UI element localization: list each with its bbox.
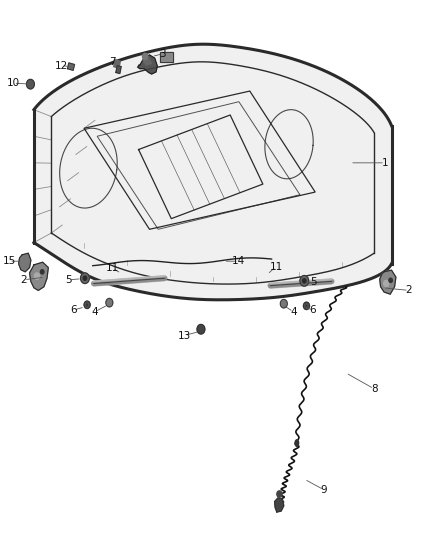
Text: 10: 10 bbox=[7, 78, 20, 88]
Text: 6: 6 bbox=[310, 305, 316, 315]
Circle shape bbox=[277, 491, 282, 497]
Polygon shape bbox=[19, 253, 31, 272]
Text: 11: 11 bbox=[106, 263, 119, 273]
Circle shape bbox=[81, 273, 89, 284]
Circle shape bbox=[303, 279, 306, 283]
Polygon shape bbox=[295, 440, 299, 446]
Text: 5: 5 bbox=[66, 275, 72, 285]
Bar bbox=[160, 52, 173, 62]
Circle shape bbox=[84, 301, 90, 309]
Text: 11: 11 bbox=[269, 262, 283, 271]
Polygon shape bbox=[29, 262, 48, 290]
Text: 13: 13 bbox=[178, 330, 191, 341]
Text: 8: 8 bbox=[371, 384, 378, 394]
Circle shape bbox=[34, 273, 39, 279]
Text: 3: 3 bbox=[159, 49, 166, 59]
Text: 4: 4 bbox=[290, 306, 297, 317]
Text: 1: 1 bbox=[381, 158, 388, 168]
Text: 9: 9 bbox=[321, 485, 327, 495]
Text: 4: 4 bbox=[92, 306, 98, 317]
Text: 12: 12 bbox=[55, 61, 68, 70]
Polygon shape bbox=[380, 270, 396, 294]
Circle shape bbox=[389, 278, 392, 282]
Text: 14: 14 bbox=[232, 256, 246, 266]
Text: 2: 2 bbox=[406, 286, 412, 295]
Text: 6: 6 bbox=[70, 305, 77, 315]
Polygon shape bbox=[114, 60, 120, 68]
Circle shape bbox=[83, 276, 87, 280]
Circle shape bbox=[300, 276, 309, 286]
Circle shape bbox=[197, 325, 205, 334]
Circle shape bbox=[106, 298, 113, 307]
Text: 2: 2 bbox=[21, 275, 27, 285]
Circle shape bbox=[384, 280, 389, 287]
Text: 5: 5 bbox=[310, 278, 316, 287]
Polygon shape bbox=[143, 59, 152, 65]
Text: 15: 15 bbox=[3, 256, 16, 266]
Circle shape bbox=[40, 270, 44, 274]
Circle shape bbox=[142, 53, 148, 60]
Polygon shape bbox=[116, 66, 121, 74]
Polygon shape bbox=[138, 55, 157, 74]
Text: 7: 7 bbox=[109, 57, 116, 67]
Polygon shape bbox=[34, 44, 392, 300]
Bar bbox=[160, 52, 173, 62]
Polygon shape bbox=[275, 498, 284, 512]
Circle shape bbox=[304, 302, 310, 310]
Circle shape bbox=[27, 79, 34, 89]
Circle shape bbox=[280, 300, 287, 308]
Polygon shape bbox=[67, 63, 74, 70]
